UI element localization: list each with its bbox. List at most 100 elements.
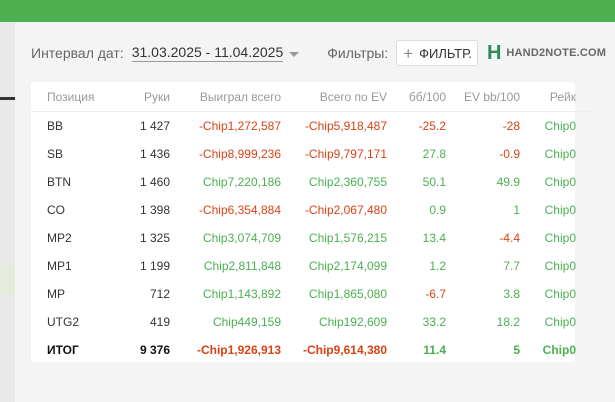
cell-rake: Chip0 xyxy=(544,259,576,273)
cell-hands: 1 436 xyxy=(139,147,170,161)
total-hands: 9 376 xyxy=(139,343,170,357)
cell-hands: 1 427 xyxy=(139,119,170,133)
cell-won: Chip7,220,186 xyxy=(202,175,281,189)
header-rake[interactable]: Рейк xyxy=(520,82,592,112)
cell-position: MP2 xyxy=(47,231,72,245)
cell-ev: Chip1,576,215 xyxy=(308,231,387,245)
cell-ev: Chip192,609 xyxy=(318,315,387,329)
cell-position: UTG2 xyxy=(47,315,80,329)
cell-position: CO xyxy=(47,203,65,217)
cell-hands: 1 325 xyxy=(139,231,170,245)
brand-text: HAND2NOTE.COM xyxy=(506,47,607,59)
table-row[interactable]: BB 1 427 -Chip1,272,587 -Chip5,918,487 -… xyxy=(31,112,592,141)
stats-panel: Интервал дат: 31.03.2025 - 11.04.2025 Фи… xyxy=(15,22,615,402)
left-sidebar-accent-line xyxy=(0,97,15,100)
cell-evbb100: 49.9 xyxy=(496,175,520,189)
table-row[interactable]: MP2 1 325 Chip3,074,709 Chip1,576,215 13… xyxy=(31,224,592,252)
date-interval-label: Интервал дат: xyxy=(31,45,124,61)
cell-won: -Chip1,272,587 xyxy=(198,119,281,133)
cell-bb100: 33.2 xyxy=(422,315,446,329)
cell-ev: -Chip9,797,171 xyxy=(304,147,387,161)
cell-rake: Chip0 xyxy=(544,203,576,217)
cell-evbb100: 7.7 xyxy=(503,259,520,273)
caret-down-icon[interactable] xyxy=(289,51,300,57)
cell-position: BTN xyxy=(47,175,71,189)
cell-won: -Chip6,354,884 xyxy=(198,203,281,217)
total-won: -Chip1,926,913 xyxy=(196,343,281,357)
cell-position: BB xyxy=(47,119,64,133)
header-won[interactable]: Выиграл всего xyxy=(170,82,281,112)
header-evbb100[interactable]: EV bb/100 xyxy=(446,82,520,112)
cell-rake: Chip0 xyxy=(544,315,576,329)
table-header-row: Позиция Руки Выиграл всего Всего по EV б… xyxy=(31,82,592,112)
cell-rake: Chip0 xyxy=(544,175,576,189)
cell-hands: 712 xyxy=(149,287,170,301)
total-bb100: 11.4 xyxy=(423,343,446,357)
header-position[interactable]: Позиция xyxy=(31,82,107,112)
cell-evbb100: 18.2 xyxy=(496,315,520,329)
cell-bb100: 27.8 xyxy=(422,147,446,161)
cell-ev: Chip2,360,755 xyxy=(308,175,387,189)
cell-bb100: -25.2 xyxy=(418,119,446,133)
cell-won: -Chip8,999,236 xyxy=(198,147,281,161)
cell-won: Chip3,074,709 xyxy=(202,231,281,245)
cell-ev: Chip2,174,099 xyxy=(308,259,387,273)
table-row[interactable]: BTN 1 460 Chip7,220,186 Chip2,360,755 50… xyxy=(31,168,592,196)
header-bb100[interactable]: бб/100 xyxy=(387,82,446,112)
plus-icon: + xyxy=(403,43,414,63)
cell-rake: Chip0 xyxy=(544,287,576,301)
header-ev[interactable]: Всего по EV xyxy=(281,82,387,112)
cell-position: SB xyxy=(47,147,64,161)
cell-won: Chip1,143,892 xyxy=(202,287,281,301)
cell-rake: Chip0 xyxy=(544,147,576,161)
cell-bb100: 13.4 xyxy=(422,231,446,245)
top-green-bar xyxy=(0,0,615,22)
total-position: ИТОГ xyxy=(47,343,79,357)
left-sidebar-selected-item[interactable] xyxy=(0,264,15,294)
left-sidebar-edge xyxy=(0,22,15,402)
hand2note-logo-icon: H xyxy=(486,42,502,64)
table-body: BB 1 427 -Chip1,272,587 -Chip5,918,487 -… xyxy=(31,112,592,365)
cell-won: Chip2,811,848 xyxy=(203,259,281,273)
date-range-selector[interactable]: 31.03.2025 - 11.04.2025 xyxy=(131,44,284,62)
cell-won: Chip449,159 xyxy=(212,315,281,329)
toolbar: Интервал дат: 31.03.2025 - 11.04.2025 Фи… xyxy=(31,39,615,67)
cell-bb100: 0.9 xyxy=(429,203,446,217)
position-stats-table-card: Позиция Руки Выиграл всего Всего по EV б… xyxy=(31,82,592,362)
cell-hands: 1 199 xyxy=(139,259,170,273)
total-evbb100: 5 xyxy=(513,343,520,357)
cell-evbb100: 3.8 xyxy=(503,287,520,301)
brand: H HAND2NOTE.COM xyxy=(487,43,606,63)
table-row[interactable]: MP1 1 199 Chip2,811,848 Chip2,174,099 1.… xyxy=(31,252,592,280)
table-header: Позиция Руки Выиграл всего Всего по EV б… xyxy=(31,82,592,112)
table-row[interactable]: CO 1 398 -Chip6,354,884 -Chip2,067,480 0… xyxy=(31,196,592,224)
cell-bb100: 1.2 xyxy=(429,259,446,273)
cell-hands: 419 xyxy=(149,315,170,329)
cell-ev: -Chip2,067,480 xyxy=(304,203,387,217)
position-stats-table: Позиция Руки Выиграл всего Всего по EV б… xyxy=(31,82,592,364)
total-rake: Chip0 xyxy=(542,343,576,357)
cell-hands: 1 398 xyxy=(139,203,170,217)
table-row[interactable]: MP 712 Chip1,143,892 Chip1,865,080 -6.7 … xyxy=(31,280,592,308)
table-row[interactable]: SB 1 436 -Chip8,999,236 -Chip9,797,171 2… xyxy=(31,140,592,168)
cell-ev: Chip1,865,080 xyxy=(308,287,387,301)
cell-position: MP xyxy=(47,287,65,301)
total-ev: -Chip9,614,380 xyxy=(302,343,387,357)
cell-evbb100: -28 xyxy=(502,119,520,133)
table-row[interactable]: UTG2 419 Chip449,159 Chip192,609 33.2 18… xyxy=(31,308,592,336)
filters-label: Фильтры: xyxy=(327,45,389,61)
cell-bb100: -6.7 xyxy=(425,287,446,301)
cell-hands: 1 460 xyxy=(139,175,170,189)
cell-evbb100: 1 xyxy=(513,203,520,217)
add-filter-button[interactable]: + ФИЛЬТР. xyxy=(396,40,478,66)
cell-rake: Chip0 xyxy=(544,231,576,245)
cell-position: MP1 xyxy=(47,259,72,273)
cell-rake: Chip0 xyxy=(544,119,576,133)
filter-button-label: ФИЛЬТР. xyxy=(419,45,472,61)
cell-ev: -Chip5,918,487 xyxy=(304,119,387,133)
cell-evbb100: -4.4 xyxy=(499,231,520,245)
table-total-row: ИТОГ 9 376 -Chip1,926,913 -Chip9,614,380… xyxy=(31,336,592,364)
cell-bb100: 50.1 xyxy=(422,175,446,189)
header-hands[interactable]: Руки xyxy=(107,82,170,112)
